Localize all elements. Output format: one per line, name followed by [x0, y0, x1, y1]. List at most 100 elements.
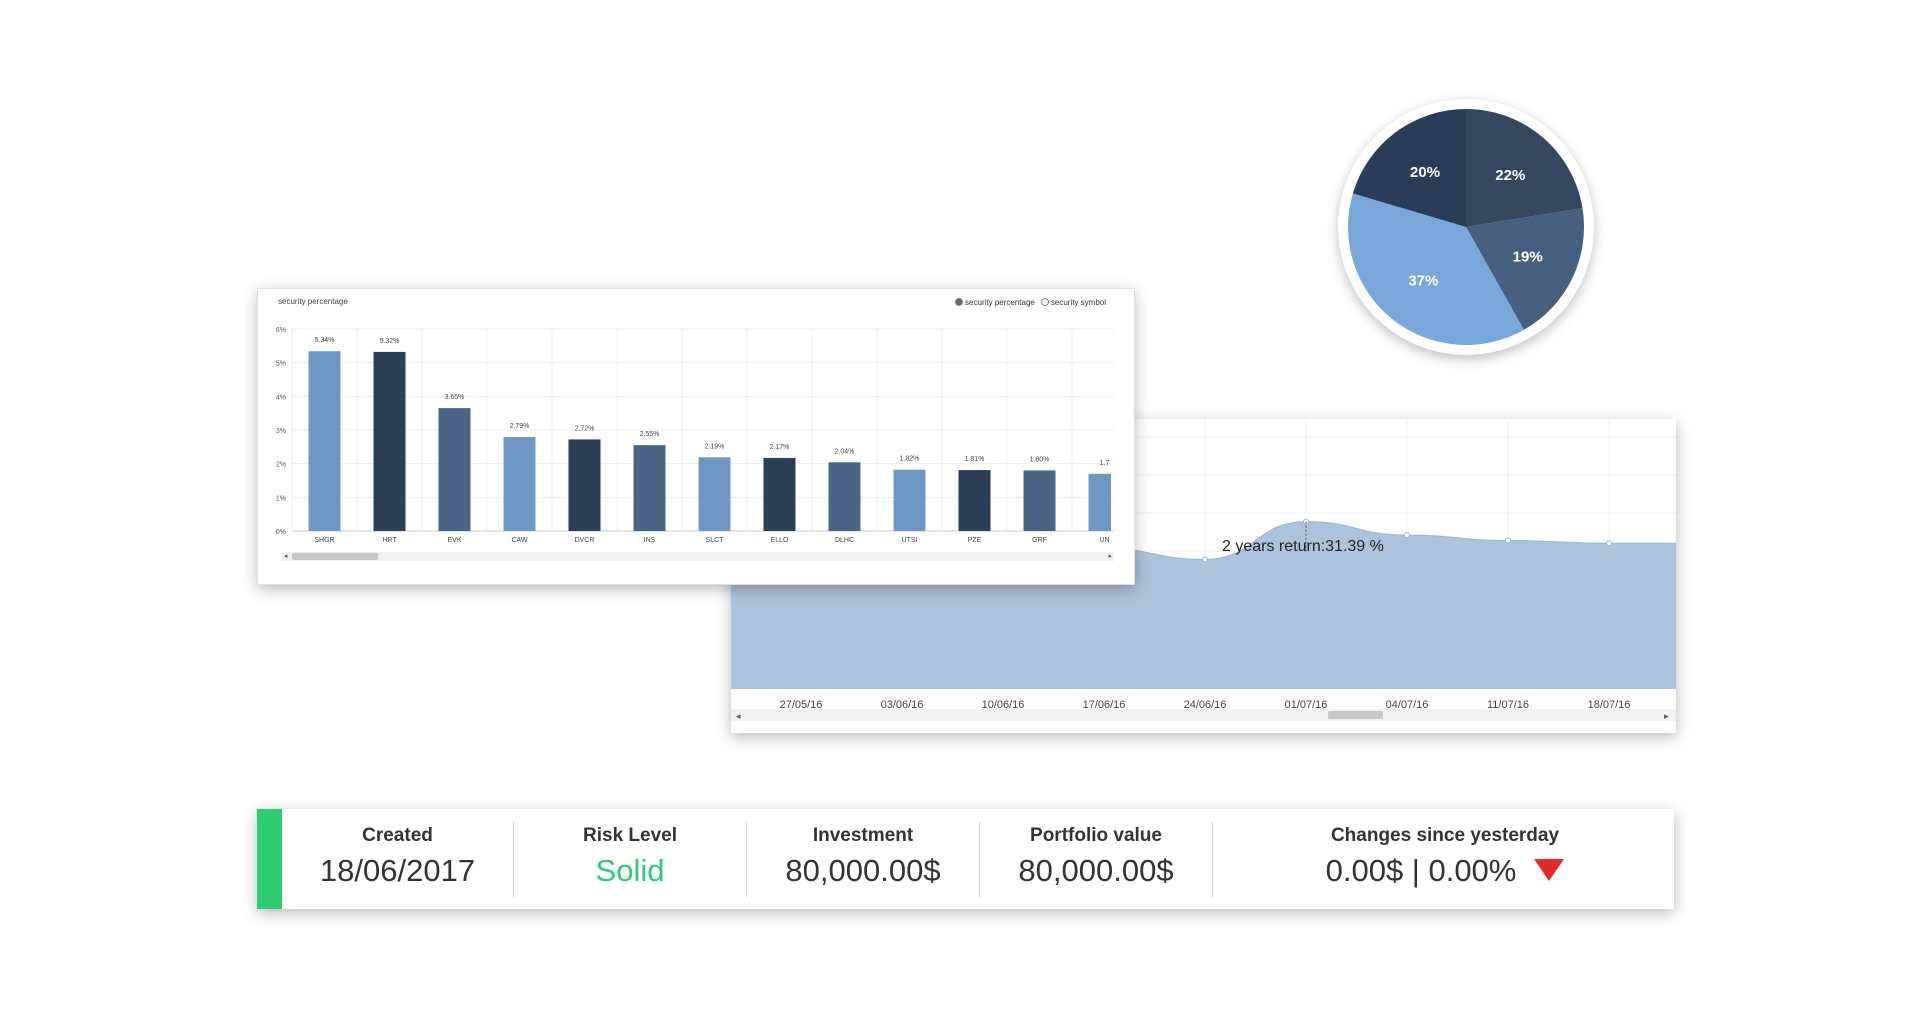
pie-slice-label: 37% [1408, 273, 1438, 290]
down-triangle-icon [1534, 859, 1565, 881]
bar-series: 5.34% SHGR 5.32% HRT 3.65% EVK 2.79% CAW 2.72% DV… [308, 337, 1121, 544]
x-tick-label: ELLO [771, 537, 789, 544]
bar-CAW[interactable] [503, 437, 536, 531]
scroll-right-icon[interactable]: ▸ [1108, 553, 1112, 560]
return-tooltip: 2 years return:31.39 % [1222, 538, 1384, 555]
bar-data-label: 2.19% [705, 443, 725, 450]
y-tick-label: 1% [276, 495, 286, 502]
bar-EVK[interactable] [438, 408, 471, 531]
y-tick-label: 3% [276, 428, 286, 435]
created-value: 18/06/2017 [319, 853, 476, 888]
stat-portfolio: Portfolio value 80,000.00$ [980, 809, 1212, 909]
divider [979, 821, 980, 897]
bar-UN[interactable] [1088, 473, 1121, 531]
x-tick-label: INS [644, 537, 656, 544]
x-date-label: 24/06/16 [1184, 699, 1227, 711]
x-date-label: 18/07/16 [1588, 699, 1631, 711]
area-point[interactable] [1303, 518, 1309, 525]
divider [1212, 821, 1213, 897]
area-point[interactable] [1606, 540, 1612, 547]
bar-data-label: 2.04% [835, 448, 855, 455]
bar-chart-svg: 0% 1% 2% 3% 4% 5% 6% 5.34% SHGR 5.32% HRT 3.65% EVK 2… [276, 327, 1121, 544]
x-tick-label: DLHC [835, 537, 854, 544]
changes-label: Changes since yesterday [1330, 825, 1560, 846]
bar-chart-title: security percentage [278, 297, 348, 306]
portfolio-value: 80,000.00$ [1018, 853, 1174, 888]
created-label: Created [362, 825, 433, 846]
bar-data-label: 5.32% [380, 338, 400, 345]
divider [746, 821, 747, 897]
bar-DVCR[interactable] [568, 439, 601, 531]
bar-chart-legend: security percentage security symbol [955, 298, 1106, 307]
area-point[interactable] [1505, 537, 1511, 544]
pie-chart-svg: 22% 19% 37% 20% [1348, 109, 1584, 346]
x-date-label: 17/06/16 [1083, 699, 1126, 711]
stat-investment: Investment 80,000.00$ [747, 809, 979, 909]
y-tick-label: 6% [276, 327, 286, 334]
scroll-right-icon[interactable]: ▸ [1664, 711, 1669, 721]
bar-data-label: 1.82% [900, 456, 920, 463]
y-tick-label: 2% [276, 462, 286, 469]
x-date-label: 11/07/16 [1487, 699, 1529, 711]
status-accent-bar [257, 809, 282, 909]
legend-item-symbol[interactable]: security symbol [1040, 298, 1106, 307]
security-bar-chart: 0% 1% 2% 3% 4% 5% 6% 5.34% SHGR 5.32% HRT 3.65% EVK 2… [257, 288, 1135, 585]
radio-off-icon [1040, 298, 1049, 306]
pie-slice-label: 19% [1513, 249, 1543, 266]
x-date-label: 27/05/16 [780, 699, 823, 711]
changes-value-row: 0.00$ | 0.00% [1213, 853, 1677, 889]
stat-risk: Risk Level Solid [514, 809, 746, 909]
pie-slice-label: 22% [1495, 167, 1525, 184]
portfolio-label: Portfolio value [1030, 825, 1162, 846]
pie-slice-0[interactable] [1466, 109, 1583, 227]
x-tick-label: CAW [511, 537, 527, 544]
bar-chart-scrollbar[interactable]: ◂ ▸ [282, 552, 1114, 561]
legend-item-percentage[interactable]: security percentage [955, 298, 1035, 307]
x-date-label: 03/06/16 [881, 699, 924, 711]
y-tick-label: 4% [276, 394, 286, 401]
x-tick-label: DVCR [575, 537, 595, 544]
pie-slice-1[interactable] [1466, 208, 1584, 330]
x-date-label: 04/07/16 [1386, 699, 1429, 711]
bar-PZE[interactable] [958, 470, 991, 531]
area-point[interactable] [1404, 532, 1410, 539]
bar-INS[interactable] [633, 445, 666, 531]
bar-HRT[interactable] [373, 351, 406, 531]
allocation-pie-chart: 22% 19% 37% 20% [1338, 99, 1594, 355]
scroll-left-icon[interactable]: ◂ [736, 711, 741, 721]
bar-scroll-thumb[interactable] [292, 553, 378, 560]
bar-SLCT[interactable] [698, 457, 731, 531]
bar-data-label: 1.81% [965, 456, 985, 463]
pie-slice-3[interactable] [1352, 109, 1466, 227]
stat-changes: Changes since yesterday 0.00$ | 0.00% [1213, 809, 1677, 909]
radio-on-icon [955, 298, 964, 306]
investment-label: Investment [812, 825, 914, 846]
x-date-label: 10/06/16 [982, 699, 1025, 711]
bar-SHGR[interactable] [308, 351, 341, 531]
x-tick-label: SLCT [706, 537, 725, 544]
bar-GRF[interactable] [1023, 470, 1056, 531]
bar-ELLO[interactable] [763, 457, 796, 531]
bar-data-label: 3.65% [445, 394, 465, 401]
bar-DLHC[interactable] [828, 462, 861, 531]
bar-data-label: 2.55% [640, 431, 660, 438]
pie-slice-2[interactable] [1348, 193, 1524, 346]
bar-data-label: 2.72% [575, 425, 595, 432]
bar-data-label: 2.79% [510, 423, 530, 430]
area-scrollbar[interactable] [731, 709, 1676, 721]
scroll-left-icon[interactable]: ◂ [284, 553, 288, 560]
bar-data-label: 5.34% [315, 337, 335, 344]
x-tick-label: UTSI [902, 537, 918, 544]
x-tick-label: UN [1099, 537, 1109, 544]
area-point[interactable] [1202, 556, 1208, 563]
y-tick-label: 5% [276, 361, 286, 368]
area-scroll-thumb[interactable] [1328, 711, 1383, 719]
investment-value: 80,000.00$ [785, 853, 941, 888]
x-tick-label: GRF [1032, 537, 1047, 544]
x-tick-label: HRT [382, 537, 397, 544]
risk-value: Solid [595, 853, 665, 888]
x-date-label: 01/07/16 [1285, 699, 1328, 711]
bar-data-label: 2.17% [770, 444, 790, 451]
x-tick-label: PZE [968, 537, 982, 544]
bar-UTSI[interactable] [893, 469, 926, 531]
